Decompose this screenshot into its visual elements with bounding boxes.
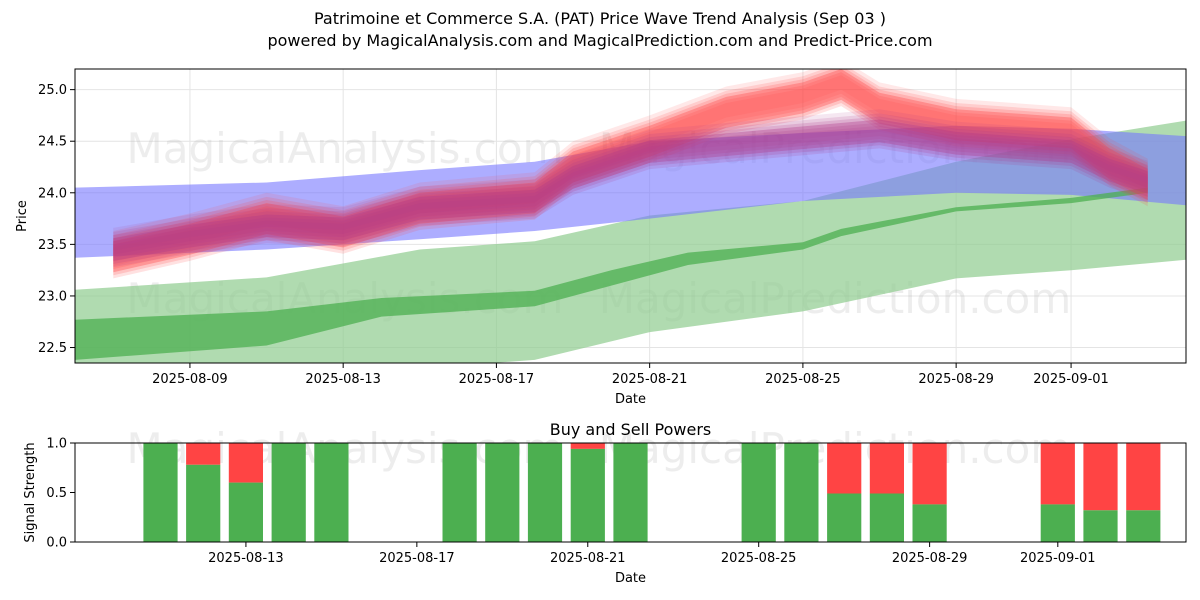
power-bar	[912, 443, 947, 542]
buy-bar	[784, 443, 819, 542]
chart-title: Patrimoine et Commerce S.A. (PAT) Price …	[314, 9, 886, 28]
sell-bar	[570, 443, 605, 449]
y-tick-label: 24.5	[38, 135, 67, 150]
red-wave	[113, 69, 1148, 279]
y-axis-label: Signal Strength	[23, 442, 38, 542]
power-bar	[442, 443, 477, 542]
power-bar	[228, 443, 263, 542]
y-tick-label: 0.0	[46, 536, 67, 551]
x-tick-label: 2025-08-21	[612, 372, 688, 387]
power-bar	[271, 443, 306, 542]
buy-bar	[869, 493, 904, 542]
buy-bar	[613, 443, 648, 542]
power-bar	[485, 443, 520, 542]
power-bar	[869, 443, 904, 542]
sell-bar	[228, 443, 263, 483]
wave-layer	[113, 75, 1148, 279]
power-bar	[1040, 443, 1075, 542]
buy-bar	[827, 493, 862, 542]
x-tick-label: 2025-08-25	[721, 551, 797, 566]
x-tick-label: 2025-09-01	[1033, 372, 1109, 387]
wave-layer	[113, 69, 1148, 262]
wave-layer	[113, 113, 1148, 255]
buy-bar	[1083, 510, 1118, 542]
x-tick-label: 2025-08-25	[765, 372, 841, 387]
x-axis-label: Date	[615, 571, 646, 586]
purple-wave	[113, 109, 1148, 268]
watermark-text: MagicalAnalysis.com	[127, 124, 564, 173]
blue-band	[75, 125, 1186, 258]
sell-bar	[869, 443, 904, 494]
power-bar	[314, 443, 349, 542]
y-tick-label: 24.0	[38, 186, 67, 201]
y-tick-label: 23.0	[38, 289, 67, 304]
sell-bar	[1126, 443, 1161, 511]
wave-layer	[113, 69, 1148, 270]
wave-layer	[113, 119, 1148, 261]
wave-layer	[113, 69, 1148, 273]
buy-bar	[314, 443, 349, 542]
x-tick-label: 2025-08-17	[459, 372, 535, 387]
wave-layer	[113, 116, 1148, 258]
power-bar	[143, 443, 178, 542]
power-bar	[827, 443, 862, 542]
buy-bar	[186, 464, 221, 542]
buy-bar	[912, 504, 947, 542]
x-tick-label: 2025-08-13	[208, 551, 284, 566]
wave-layer	[113, 125, 1148, 268]
power-bar	[186, 443, 221, 542]
green-band	[75, 187, 1148, 360]
y-axis-label: Price	[15, 200, 30, 232]
buy-bar	[228, 482, 263, 542]
x-tick-label: 2025-08-21	[550, 551, 626, 566]
buy-bar	[1040, 504, 1075, 542]
buy-bar	[271, 443, 306, 542]
y-tick-label: 0.5	[46, 486, 67, 501]
buy-bar	[485, 443, 520, 542]
wave-layer	[113, 122, 1148, 264]
buy-sell-title: Buy and Sell Powers	[550, 420, 712, 439]
wave-layer	[113, 69, 1148, 266]
y-tick-label: 1.0	[46, 437, 67, 452]
wave-layer	[113, 72, 1148, 276]
sell-bar	[827, 443, 862, 494]
sell-bar	[912, 443, 947, 505]
y-tick-label: 23.5	[38, 238, 67, 253]
buy-bar	[570, 448, 605, 542]
chart-subtitle: powered by MagicalAnalysis.com and Magic…	[267, 31, 933, 50]
x-tick-label: 2025-08-29	[918, 372, 994, 387]
x-tick-label: 2025-08-13	[305, 372, 381, 387]
power-bar	[570, 443, 605, 542]
power-bar	[1126, 443, 1161, 542]
top-axes-frame	[74, 68, 1187, 364]
sell-bar	[1083, 443, 1118, 511]
power-bar	[741, 443, 776, 542]
sell-bar	[186, 443, 221, 465]
buy-bar	[741, 443, 776, 542]
power-bar	[1083, 443, 1118, 542]
x-tick-label: 2025-09-01	[1020, 551, 1096, 566]
power-bar	[784, 443, 819, 542]
sell-bar	[1040, 443, 1075, 505]
buy-bar	[527, 443, 563, 542]
wave-layer	[113, 109, 1148, 251]
x-tick-label: 2025-08-29	[892, 551, 968, 566]
buy-bar	[143, 443, 178, 542]
buy-bar	[1126, 510, 1161, 542]
y-tick-label: 22.5	[38, 341, 67, 356]
x-tick-label: 2025-08-17	[379, 551, 455, 566]
x-axis-label: Date	[615, 392, 646, 407]
power-bar	[613, 443, 648, 542]
buy-bar	[442, 443, 477, 542]
x-tick-label: 2025-08-09	[152, 372, 228, 387]
power-bar	[527, 443, 563, 542]
top-plot-area	[75, 69, 1186, 363]
y-tick-label: 25.0	[38, 83, 67, 98]
